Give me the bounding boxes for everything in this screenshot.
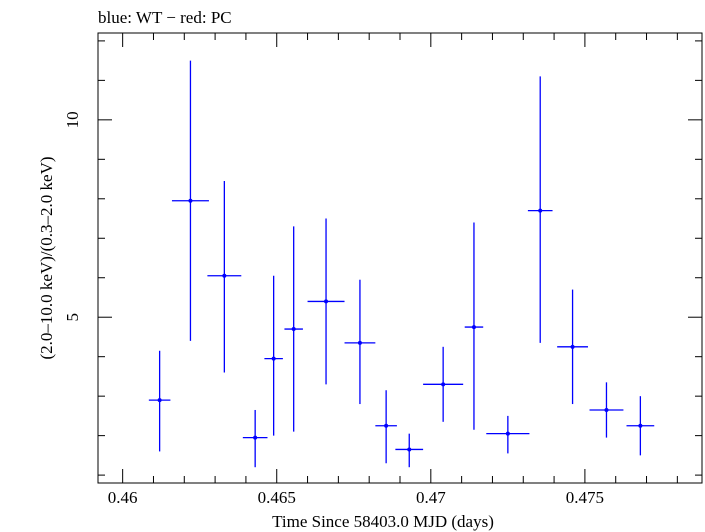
x-tick-label: 0.47 xyxy=(416,488,446,507)
data-point xyxy=(264,275,283,436)
data-point xyxy=(464,222,484,430)
data-point xyxy=(284,226,303,432)
point-marker xyxy=(222,273,227,278)
point-marker xyxy=(441,382,446,387)
y-tick-label: 10 xyxy=(63,111,82,128)
point-marker xyxy=(291,327,296,332)
data-point xyxy=(527,76,553,343)
point-marker xyxy=(188,198,193,203)
point-marker xyxy=(471,325,476,330)
data-point xyxy=(344,279,376,405)
data-point xyxy=(171,60,209,341)
point-marker xyxy=(384,423,389,428)
data-point xyxy=(375,390,397,464)
data-point xyxy=(395,433,424,468)
data-point xyxy=(207,181,242,373)
data-point xyxy=(486,415,530,454)
y-axis-ticks: 5 10 xyxy=(63,40,702,476)
x-tick-label: 0.465 xyxy=(258,488,296,507)
data-point xyxy=(242,409,268,468)
point-marker xyxy=(538,208,543,213)
chart-title: blue: WT − red: PC xyxy=(98,8,232,27)
x-tick-label: 0.475 xyxy=(566,488,604,507)
point-marker xyxy=(157,398,162,403)
data-point xyxy=(307,218,345,385)
point-marker xyxy=(604,407,609,412)
data-point xyxy=(626,396,655,456)
point-marker xyxy=(407,447,412,452)
point-marker xyxy=(324,299,329,304)
data-points xyxy=(148,60,655,468)
y-tick-label: 5 xyxy=(63,313,82,322)
data-point xyxy=(423,346,464,422)
point-marker xyxy=(271,356,276,361)
y-axis-label: (2.0–10.0 keV)/(0.3–2.0 keV) xyxy=(37,156,56,359)
point-marker xyxy=(505,431,510,436)
point-marker xyxy=(357,340,362,345)
point-marker xyxy=(253,435,258,440)
plot-frame xyxy=(97,32,703,484)
data-point xyxy=(589,382,624,438)
x-tick-label: 0.46 xyxy=(108,488,138,507)
point-marker xyxy=(638,423,643,428)
data-point xyxy=(148,350,171,452)
x-axis-label: Time Since 58403.0 MJD (days) xyxy=(272,512,494,531)
point-marker xyxy=(570,344,575,349)
x-axis-ticks: 0.46 0.465 0.47 0.475 xyxy=(108,33,678,507)
data-point xyxy=(557,289,588,405)
